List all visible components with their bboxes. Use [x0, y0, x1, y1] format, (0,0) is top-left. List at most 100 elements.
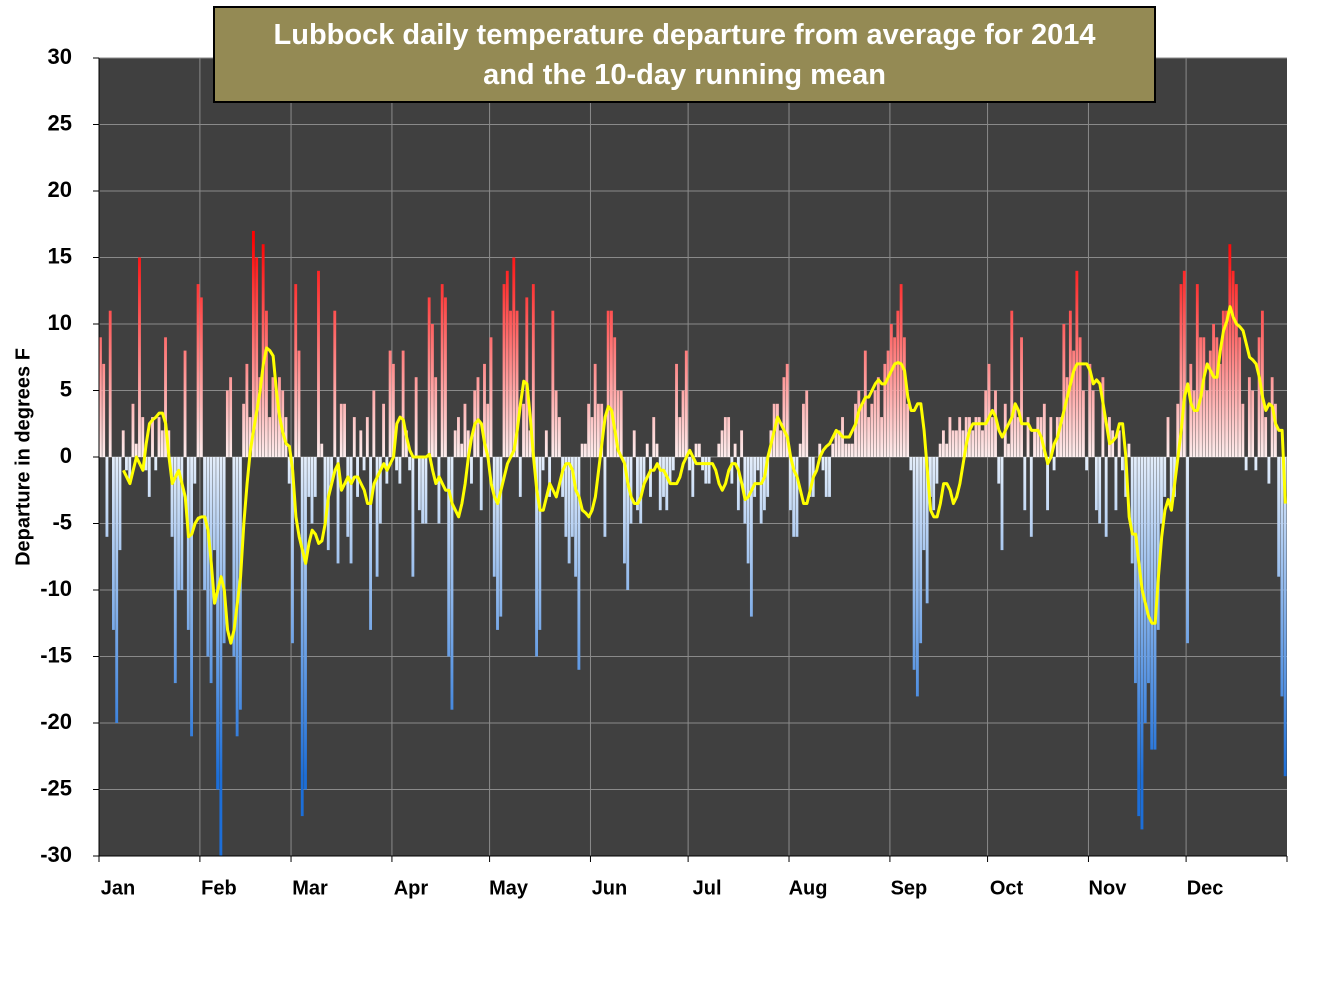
bar [496, 457, 499, 630]
bar [444, 297, 447, 457]
bar [1153, 457, 1157, 750]
bar [232, 457, 236, 657]
bar [255, 257, 259, 457]
bar [401, 350, 405, 457]
bar [974, 417, 978, 457]
bar [362, 457, 366, 471]
bar [906, 403, 910, 457]
bar [639, 457, 643, 524]
bar [1215, 337, 1219, 457]
bar [219, 457, 223, 856]
bar [134, 443, 138, 457]
bar [1020, 337, 1023, 457]
bar [203, 457, 207, 590]
bar [636, 457, 639, 511]
bar [105, 457, 109, 537]
bar [1117, 430, 1121, 457]
bar [186, 457, 190, 630]
bar [502, 284, 506, 457]
bar [427, 297, 431, 457]
bar [346, 457, 350, 537]
y-tick-label: -30 [40, 842, 72, 867]
bar [1231, 270, 1235, 457]
bar [1072, 350, 1076, 457]
bar [623, 457, 626, 564]
bar [102, 363, 106, 457]
bar [655, 443, 659, 457]
bar [118, 457, 122, 551]
x-tick-label: Aug [789, 877, 828, 899]
bar [1059, 417, 1063, 457]
bar [688, 457, 691, 471]
bar [782, 377, 786, 457]
bar [720, 430, 724, 457]
bar [1143, 457, 1147, 723]
bar [440, 284, 444, 457]
bar [831, 443, 835, 457]
bar [567, 457, 571, 564]
bar [1078, 337, 1082, 457]
bar [1186, 457, 1189, 644]
bar [434, 377, 438, 457]
bar [1016, 417, 1020, 457]
bar [1169, 457, 1173, 511]
bar [1023, 457, 1027, 511]
bar [323, 457, 327, 524]
bar [1137, 457, 1141, 817]
bar [613, 337, 617, 457]
bar [1176, 403, 1180, 457]
bar [789, 457, 792, 511]
bar [619, 390, 623, 457]
bar [600, 403, 604, 457]
bar [704, 457, 708, 484]
bar [408, 457, 412, 471]
bar [593, 363, 597, 457]
bar [1247, 377, 1251, 457]
bar [251, 230, 255, 457]
bar [749, 457, 753, 617]
bar [1160, 457, 1163, 524]
bar [1163, 457, 1167, 497]
bar [574, 457, 578, 577]
bar [727, 417, 731, 457]
y-tick-label: 30 [48, 44, 72, 69]
bar [818, 443, 822, 457]
bar [1094, 457, 1098, 511]
bar [616, 390, 620, 457]
bar [994, 390, 997, 457]
bar [1264, 417, 1268, 457]
bar [1280, 457, 1284, 697]
bar [541, 457, 545, 471]
bar [928, 457, 932, 497]
bar [795, 457, 799, 537]
bar [1088, 363, 1092, 457]
bar [372, 390, 376, 457]
bar [1241, 403, 1245, 457]
bar [606, 310, 610, 457]
y-tick-label: 15 [48, 243, 72, 268]
bar [196, 284, 200, 457]
bar [554, 390, 558, 457]
bar [1104, 457, 1108, 537]
bar [291, 457, 294, 644]
x-tick-label: Jul [693, 877, 722, 899]
bar [395, 457, 399, 471]
bar [1101, 377, 1105, 457]
bar [723, 417, 727, 457]
bar [544, 430, 548, 457]
bar [349, 457, 353, 564]
bar [867, 417, 870, 457]
bar [164, 337, 167, 457]
bar [470, 457, 473, 484]
bar [902, 337, 906, 457]
bar [857, 390, 861, 457]
bar [694, 443, 698, 457]
bar [216, 457, 220, 790]
bar [193, 457, 197, 484]
bar [1007, 443, 1010, 457]
bar [587, 403, 591, 457]
bar [460, 443, 464, 457]
bar [1121, 457, 1124, 471]
bar [873, 390, 877, 457]
